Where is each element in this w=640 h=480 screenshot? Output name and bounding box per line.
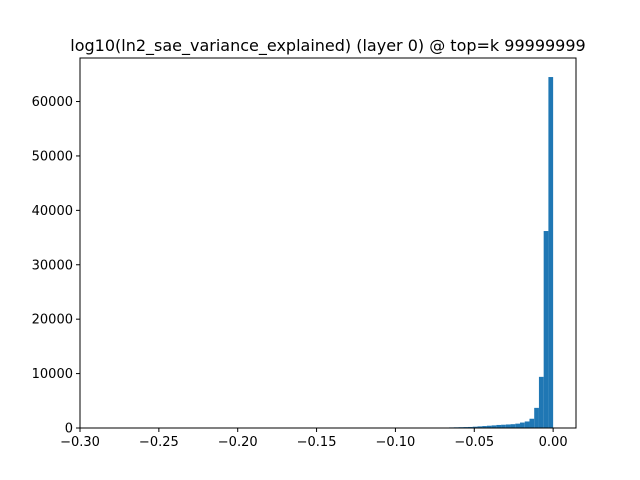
histogram-bar: [529, 419, 534, 428]
x-tick-label: −0.15: [297, 435, 337, 450]
histogram-bar: [548, 77, 553, 428]
plot-frame: [80, 58, 576, 428]
y-tick-label: 0: [65, 422, 73, 437]
y-tick-label: 60000: [32, 95, 73, 110]
y-tick-label: 10000: [32, 367, 73, 382]
histogram-bar: [520, 423, 525, 428]
bars-group: [440, 77, 554, 428]
histogram-bar: [539, 377, 544, 428]
x-tick-label: −0.20: [218, 435, 258, 450]
y-tick-label: 50000: [32, 149, 73, 164]
x-tick-label: 0.00: [539, 435, 568, 450]
histogram-bar: [534, 408, 539, 428]
histogram-bar: [544, 231, 549, 428]
x-tick-label: −0.05: [454, 435, 494, 450]
y-axis: 0 10000 20000 30000 40000 50000 60000: [32, 95, 80, 436]
histogram-bar: [525, 421, 530, 428]
x-axis: −0.30 −0.25 −0.20 −0.15 −0.10 −0.05 0.00: [60, 428, 568, 450]
histogram-bar: [511, 424, 516, 428]
x-tick-label: −0.30: [60, 435, 100, 450]
y-tick-label: 20000: [32, 313, 73, 328]
histogram-bar: [515, 424, 520, 428]
chart-title: log10(ln2_sae_variance_explained) (layer…: [70, 36, 585, 56]
x-tick-label: −0.10: [375, 435, 415, 450]
x-tick-label: −0.25: [139, 435, 179, 450]
histogram-bar: [506, 424, 511, 428]
y-tick-label: 40000: [32, 204, 73, 219]
y-tick-label: 30000: [32, 258, 73, 273]
